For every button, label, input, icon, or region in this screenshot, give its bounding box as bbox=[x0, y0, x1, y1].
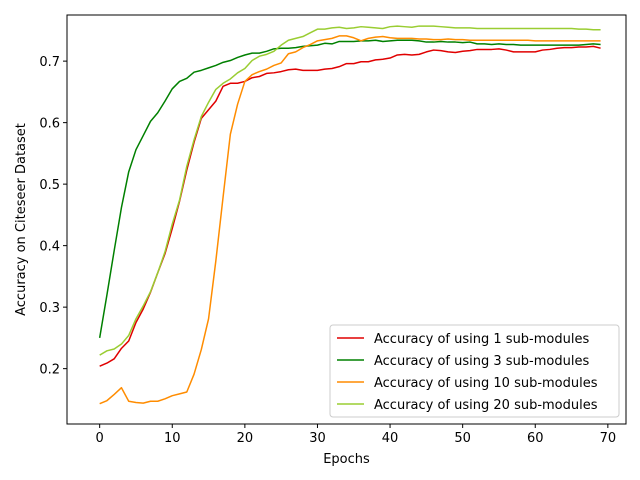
legend-entry: Accuracy of using 20 sub-modules bbox=[374, 398, 598, 413]
y-tick-label: 0.3 bbox=[39, 301, 60, 316]
legend-entry: Accuracy of using 10 sub-modules bbox=[374, 376, 598, 391]
x-tick-label: 50 bbox=[454, 431, 471, 446]
y-tick-label: 0.2 bbox=[39, 363, 60, 378]
y-tick-label: 0.4 bbox=[39, 240, 60, 255]
x-tick-label: 70 bbox=[600, 431, 617, 446]
y-tick-label: 0.6 bbox=[39, 117, 60, 132]
legend-box bbox=[329, 324, 620, 418]
series-line-3 bbox=[99, 35, 601, 405]
x-axis: 0 10 20 30 40 50 60 70 bbox=[96, 424, 617, 446]
axes-frame bbox=[66, 14, 627, 425]
y-axis-label: Accuracy on Citeseer Dataset bbox=[14, 123, 29, 316]
y-tick-label: 0.7 bbox=[39, 55, 60, 70]
y-tick-label: 0.5 bbox=[39, 178, 60, 193]
x-tick-label: 30 bbox=[309, 431, 326, 446]
legend-entry: Accuracy of using 3 sub-modules bbox=[374, 354, 589, 369]
x-tick-label: 10 bbox=[164, 431, 181, 446]
x-tick-label: 0 bbox=[96, 431, 104, 446]
y-axis: 0.2 0.3 0.4 0.5 0.6 0.7 bbox=[39, 55, 67, 378]
x-axis-label: Epochs bbox=[323, 452, 370, 467]
plot-area bbox=[98, 25, 601, 405]
legend: Accuracy of using 1 sub-modules Accuracy … bbox=[329, 324, 620, 418]
series-line-2 bbox=[98, 39, 601, 339]
x-tick-label: 60 bbox=[527, 431, 544, 446]
series-line-4 bbox=[99, 25, 601, 356]
x-tick-label: 20 bbox=[237, 431, 254, 446]
legend-entry: Accuracy of using 1 sub-modules bbox=[374, 332, 589, 347]
x-tick-label: 40 bbox=[382, 431, 399, 446]
